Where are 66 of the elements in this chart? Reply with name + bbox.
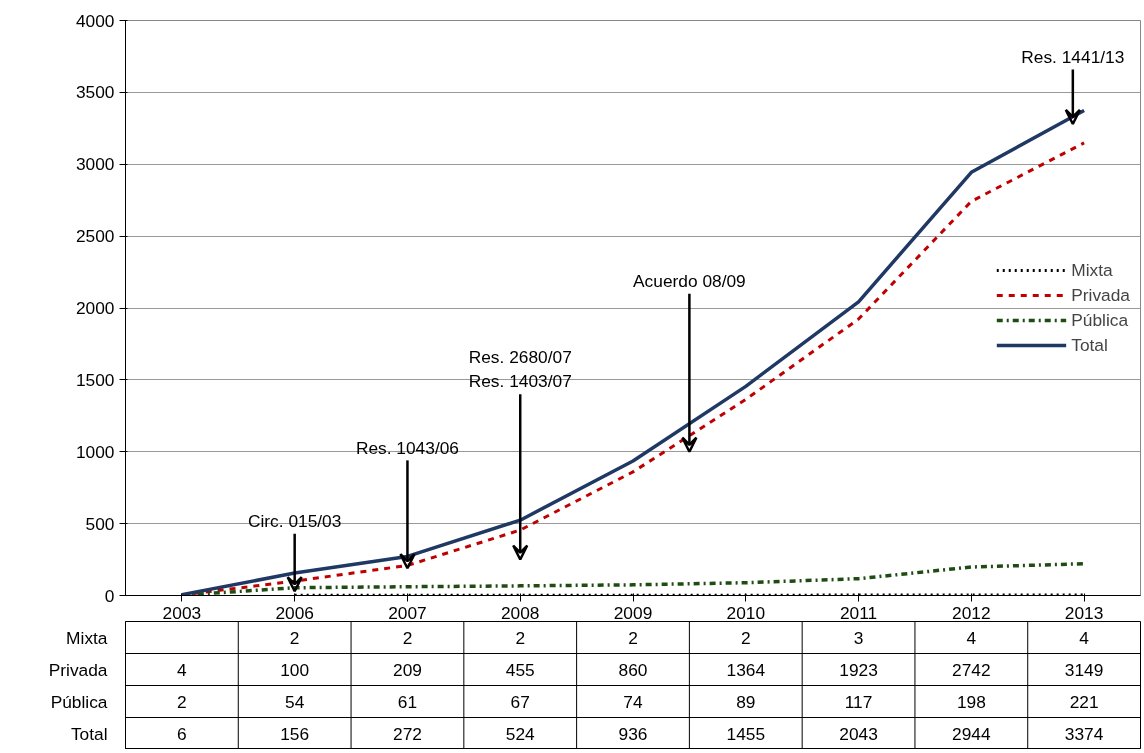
data-label: 2 <box>515 627 526 648</box>
text: Total <box>70 723 108 744</box>
data-label: 936 <box>618 723 648 744</box>
y-tick-label: 0 <box>104 585 115 606</box>
data-label: 74 <box>623 691 643 712</box>
x-tick-label: 2013 <box>1064 602 1104 623</box>
legend-label: Mixta <box>1071 259 1113 281</box>
data-label: 89 <box>736 691 756 712</box>
data-label: 3374 <box>1064 723 1104 744</box>
data-label: 54 <box>285 691 305 712</box>
y-tick-label: 2500 <box>75 226 115 247</box>
legend-label: Total <box>1071 334 1108 356</box>
data-label: 1923 <box>839 659 878 680</box>
data-label: 2 <box>740 627 751 648</box>
data-label: 2 <box>402 627 413 648</box>
data-label: 61 <box>397 691 418 712</box>
data-label: 221 <box>1069 691 1099 712</box>
x-tick-label: 2011 <box>839 602 878 623</box>
data-label: 2 <box>289 627 300 648</box>
x-tick-label: 2008 <box>500 602 540 623</box>
data-label: 156 <box>280 723 310 744</box>
text: Privada <box>48 659 108 680</box>
x-tick-label: 2012 <box>952 602 991 623</box>
y-tick-label: 4000 <box>75 10 115 31</box>
x-tick-label: 2003 <box>162 602 202 623</box>
annotation: Res. 1043/06 <box>355 437 459 458</box>
x-tick-label: 2007 <box>388 602 427 623</box>
annotation: Res. 1441/13 <box>1021 46 1125 67</box>
text: Mixta <box>66 627 108 648</box>
legend-label: Privada <box>1071 284 1130 306</box>
x-tick-label: 2006 <box>275 602 314 623</box>
data-label: 2043 <box>839 723 878 744</box>
y-tick-label: 2000 <box>75 298 115 318</box>
text: Pública <box>50 691 108 712</box>
data-label: 272 <box>392 723 422 744</box>
data-label: 4 <box>966 627 977 648</box>
data-label: 2944 <box>952 723 991 744</box>
data-label: 2 <box>628 627 638 648</box>
y-tick-label: 3500 <box>75 82 115 103</box>
y-tick-label: 3000 <box>75 154 115 175</box>
data-label: 1364 <box>726 659 766 680</box>
y-tick-label: 500 <box>85 513 115 534</box>
x-tick-label: 2010 <box>726 602 766 623</box>
data-label: 209 <box>392 659 422 680</box>
data-label: 2 <box>177 691 187 712</box>
data-label: 2742 <box>952 659 991 680</box>
annotation: Res. 2680/07 Res. 1403/07 <box>468 347 572 392</box>
data-label: 117 <box>844 691 873 712</box>
data-label: 455 <box>505 659 535 680</box>
data-label: 198 <box>956 691 986 712</box>
data-label: 67 <box>510 691 530 712</box>
data-label: 4 <box>1079 627 1090 648</box>
data-label: 3 <box>853 627 864 648</box>
data-label: 3149 <box>1064 659 1104 680</box>
annotation: Acuerdo 08/09 <box>633 270 746 291</box>
data-label: 4 <box>177 659 188 680</box>
y-tick-label: 1500 <box>75 369 115 390</box>
annotation: Circ. 015/03 <box>247 510 342 531</box>
data-label: 100 <box>280 659 310 680</box>
y-tick-label: 1000 <box>75 441 115 462</box>
legend-label: Pública <box>1071 309 1129 331</box>
data-label: 6 <box>177 723 187 744</box>
data-label: 524 <box>505 723 536 744</box>
data-label: 1455 <box>726 723 766 744</box>
data-label: 860 <box>618 659 648 680</box>
x-tick-label: 2009 <box>613 602 653 623</box>
